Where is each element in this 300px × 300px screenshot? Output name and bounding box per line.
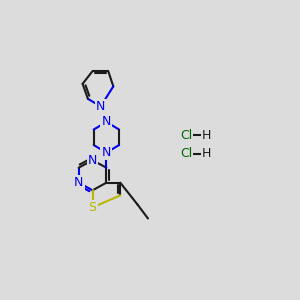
Text: H: H: [202, 147, 212, 160]
Text: N: N: [96, 100, 105, 113]
Text: Cl: Cl: [180, 147, 192, 160]
Text: N: N: [74, 176, 83, 189]
Text: N: N: [102, 146, 111, 159]
Text: N: N: [88, 154, 97, 167]
Text: Cl: Cl: [180, 129, 192, 142]
Text: S: S: [88, 201, 97, 214]
Text: H: H: [202, 129, 212, 142]
Text: N: N: [102, 116, 111, 128]
